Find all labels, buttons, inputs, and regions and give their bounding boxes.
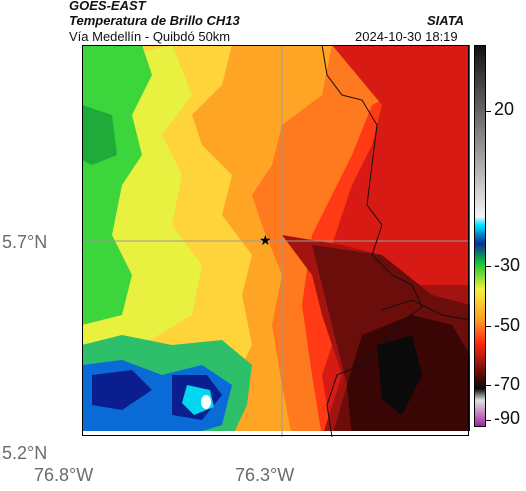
colorbar-tick xyxy=(486,420,491,421)
colorbar-label-minus90: -90 xyxy=(494,408,521,428)
colorbar-label-minus30: -30 xyxy=(494,255,521,275)
colorbar-label-minus70: -70 xyxy=(494,374,521,394)
colorbar xyxy=(474,45,486,427)
lon-tick-label-1: 76.8°W xyxy=(34,465,94,485)
product-title: Temperatura de Brillo CH13 xyxy=(69,13,240,28)
coldest-cloud-core xyxy=(377,335,422,415)
location-star-icon: ★ xyxy=(259,233,272,249)
satellite-title: GOES-EAST xyxy=(69,0,146,13)
colorbar-tick xyxy=(486,111,491,112)
colorbar-tick xyxy=(486,385,491,386)
colorbar-frame xyxy=(474,45,486,427)
lat-tick-label-2: 5.2°N xyxy=(2,443,48,463)
border-branch xyxy=(381,299,470,321)
colorbar-tick xyxy=(486,326,491,327)
region-subtitle: Vía Medellín - Quibdó 50km xyxy=(69,29,231,44)
colorbar-label-20: 20 xyxy=(494,99,515,119)
deep-blue-patch-1 xyxy=(92,370,152,410)
brightness-temperature-map: ★ xyxy=(82,45,470,437)
colorbar-label-minus50: -50 xyxy=(494,315,521,335)
white-core xyxy=(201,395,211,409)
org-label: SIATA xyxy=(427,13,465,28)
no-data-strip xyxy=(82,431,470,437)
lat-tick-label-1: 5.7°N xyxy=(2,232,48,252)
datetime-label: 2024-10-30 18:19 xyxy=(355,29,458,44)
deep-green-patch xyxy=(82,105,117,165)
department-border xyxy=(321,45,423,437)
colorbar-tick xyxy=(486,266,491,267)
lon-tick-label-2: 76.3°W xyxy=(235,465,295,485)
